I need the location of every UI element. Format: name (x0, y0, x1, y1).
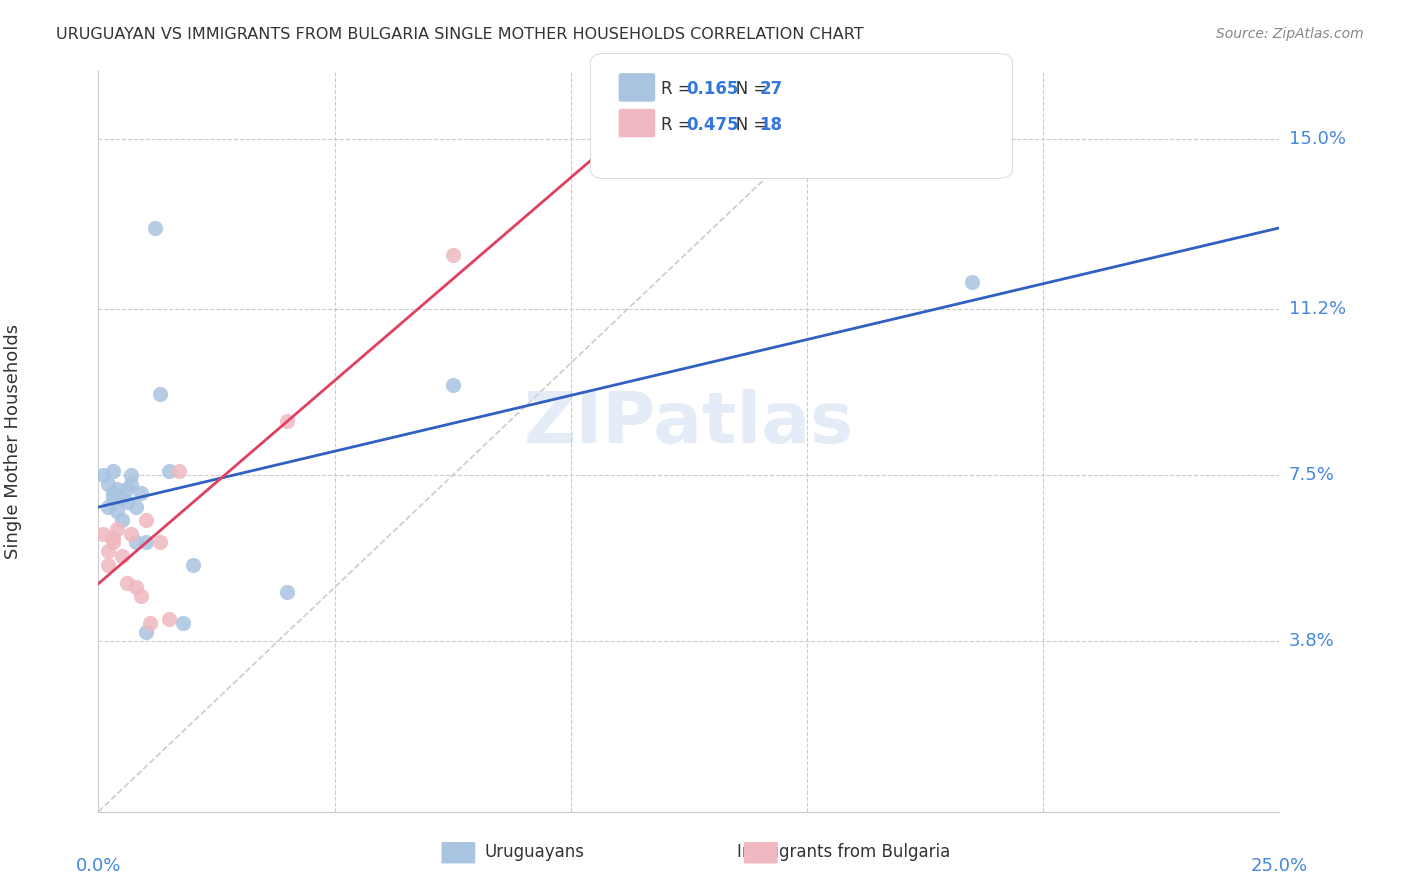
Point (101, 464, 124, 478)
Point (129, 486, 152, 500)
Text: 11.2%: 11.2% (1289, 301, 1346, 318)
Point (111, 491, 134, 505)
Point (97, 477, 120, 491)
Text: N =: N = (720, 80, 772, 98)
Point (101, 486, 124, 500)
Point (105, 522, 128, 536)
Point (135, 535, 157, 549)
Point (135, 625, 157, 640)
Text: URUGUAYAN VS IMMIGRANTS FROM BULGARIA SINGLE MOTHER HOUSEHOLDS CORRELATION CHART: URUGUAYAN VS IMMIGRANTS FROM BULGARIA SI… (56, 27, 863, 42)
Point (125, 535, 148, 549)
Text: 0.165: 0.165 (686, 80, 738, 98)
Point (121, 526, 143, 541)
Point (167, 464, 190, 478)
Point (91, 526, 114, 541)
Text: 3.8%: 3.8% (1289, 632, 1334, 650)
Point (181, 558, 204, 572)
Text: 0.0%: 0.0% (76, 856, 121, 874)
Text: 25.0%: 25.0% (1251, 856, 1308, 874)
Text: 7.5%: 7.5% (1289, 467, 1334, 484)
Text: Single Mother Households: Single Mother Households (4, 324, 22, 559)
Text: 0.475: 0.475 (686, 116, 738, 134)
Point (157, 464, 180, 478)
Point (276, 585, 298, 599)
Point (125, 500, 148, 514)
Text: Source: ZipAtlas.com: Source: ZipAtlas.com (1216, 27, 1364, 41)
Point (121, 468, 143, 483)
Point (91, 468, 114, 483)
Point (97, 544, 120, 558)
Point (111, 549, 134, 563)
Text: N =: N = (720, 116, 772, 134)
Point (101, 531, 124, 545)
Point (115, 495, 138, 509)
Text: 15.0%: 15.0% (1289, 129, 1346, 148)
Text: Immigrants from Bulgaria: Immigrants from Bulgaria (737, 843, 950, 861)
Point (115, 575, 138, 590)
Point (101, 535, 124, 549)
Point (101, 491, 124, 505)
Point (129, 590, 152, 604)
Point (97, 500, 120, 514)
Point (172, 616, 194, 631)
Point (441, 248, 464, 262)
Point (135, 513, 157, 527)
Point (105, 504, 128, 518)
Point (143, 221, 166, 235)
Text: R =: R = (661, 80, 697, 98)
Text: R =: R = (661, 116, 697, 134)
Text: 27: 27 (759, 80, 783, 98)
Point (111, 513, 134, 527)
Point (97, 558, 120, 572)
Point (115, 482, 138, 496)
Text: 18: 18 (759, 116, 782, 134)
Point (105, 482, 128, 496)
Point (149, 535, 172, 549)
Point (276, 414, 298, 428)
Point (157, 612, 180, 626)
Point (121, 477, 143, 491)
Text: Uruguayans: Uruguayans (484, 843, 585, 861)
Text: ZIPatlas: ZIPatlas (524, 389, 853, 458)
Point (149, 387, 172, 401)
Point (125, 580, 148, 594)
Point (962, 275, 984, 289)
Point (441, 378, 464, 392)
Point (139, 616, 162, 631)
